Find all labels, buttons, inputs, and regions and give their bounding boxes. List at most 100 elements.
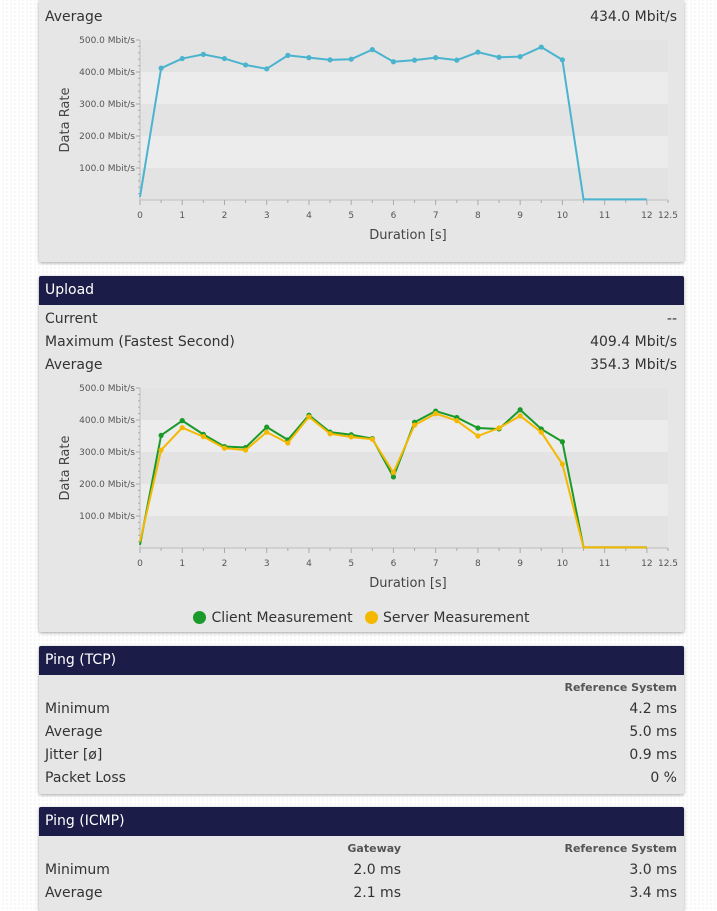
upload-data-point: [158, 447, 164, 453]
download-x-tick-label: 12: [641, 211, 652, 221]
download-x-tick-label: 11: [599, 211, 610, 221]
ping-tcp-row-label: Packet Loss: [45, 770, 126, 786]
upload-row-value: 354.3 Mbit/s: [590, 357, 677, 373]
upload-x-tick-label: 3: [264, 559, 270, 569]
ping-tcp-row-value: 5.0 ms: [629, 724, 677, 740]
upload-data-point: [348, 434, 354, 440]
download-data-point: [221, 55, 228, 62]
upload-x-tick-label: 12: [641, 559, 652, 569]
upload-x-tick-label: 10: [557, 559, 569, 569]
upload-legend: Client Measurement Server Measurement: [39, 610, 684, 626]
upload-data-point: [264, 429, 270, 435]
upload-y-tick-label: 300.0 Mbit/s: [79, 448, 135, 458]
upload-chart: 100.0 Mbit/s 200.0 Mbit/s 300.0 Mbit/s 400.…: [58, 384, 678, 591]
download-data-point: [517, 54, 523, 60]
upload-data-point: [158, 432, 164, 438]
upload-band: [140, 484, 668, 516]
upload-row-value: --: [666, 311, 677, 327]
download-x-tick-label: 10: [557, 211, 569, 221]
download-x-axis-title: Duration [s]: [369, 228, 447, 243]
upload-x-tick-label: 2: [222, 559, 228, 569]
ping-tcp-row-value: 4.2 ms: [629, 701, 677, 717]
legend-server-dot: [365, 611, 379, 624]
download-data-point: [411, 57, 418, 63]
download-y-axis-title: Data Rate: [58, 88, 73, 153]
upload-data-point: [411, 422, 418, 428]
upload-x-tick-label: 12.5: [658, 559, 678, 569]
legend-client-dot: [193, 611, 207, 624]
upload-data-point: [390, 474, 397, 480]
download-x-tick-label: 2: [222, 211, 228, 221]
upload-x-tick-label: 0: [137, 559, 143, 569]
download-data-point: [158, 65, 164, 71]
upload-data-point: [475, 425, 481, 431]
ping-icmp-row-label: Minimum: [45, 862, 110, 878]
ping-icmp-row-reference: 3.0 ms: [629, 862, 677, 878]
ping-tcp-col-reference: Reference System: [564, 681, 677, 694]
upload-data-point: [221, 445, 228, 451]
download-x-tick-label: 0: [137, 211, 143, 221]
upload-x-tick-label: 5: [348, 559, 354, 569]
ping-icmp-column-header: Gateway Reference System: [39, 836, 684, 859]
ping-icmp-col-reference: Reference System: [564, 842, 677, 855]
download-data-point: [306, 55, 312, 61]
upload-row-label: Maximum (Fastest Second): [45, 334, 235, 350]
ping-tcp-header: Ping (TCP): [39, 646, 684, 675]
upload-data-point: [390, 469, 397, 476]
download-data-point: [369, 47, 375, 53]
upload-x-tick-label: 4: [306, 559, 312, 569]
upload-row-value: 409.4 Mbit/s: [590, 334, 677, 350]
legend-client[interactable]: Client Measurement: [193, 610, 353, 626]
upload-data-point: [327, 431, 333, 437]
download-y-tick-label: 200.0 Mbit/s: [79, 132, 135, 142]
download-data-point: [559, 57, 566, 63]
upload-data-point: [496, 425, 502, 431]
download-data-point: [327, 57, 333, 63]
download-y-tick-label: 400.0 Mbit/s: [79, 68, 135, 78]
upload-data-point: [433, 411, 439, 417]
download-data-point: [454, 57, 460, 63]
download-x-tick-label: 6: [391, 211, 397, 221]
ping-icmp-row-reference: 3.4 ms: [629, 885, 677, 901]
download-data-point: [538, 44, 544, 50]
upload-row-label: Current: [45, 311, 98, 327]
upload-y-tick-label: 400.0 Mbit/s: [79, 416, 135, 426]
download-panel: Average 434.0 Mbit/s 100.0 Mbit/s 200.0 M…: [39, 0, 684, 262]
upload-band: [140, 388, 668, 420]
upload-x-tick-label: 1: [179, 559, 185, 569]
upload-data-point: [517, 407, 523, 413]
download-data-point: [243, 62, 249, 68]
ping-tcp-panel: Ping (TCP) Reference System Minimum 4.2 …: [39, 646, 684, 794]
download-x-tick-label: 7: [433, 211, 439, 221]
download-band: [140, 136, 668, 168]
upload-x-tick-label: 6: [391, 559, 397, 569]
download-average-row: Average 434.0 Mbit/s: [39, 6, 684, 29]
upload-y-axis-title: Data Rate: [58, 436, 73, 501]
upload-panel: Upload Current -- Maximum (Fastest Secon…: [39, 276, 684, 632]
download-band: [140, 40, 668, 72]
download-band: [140, 104, 668, 136]
download-chart: 100.0 Mbit/s 200.0 Mbit/s 300.0 Mbit/s 400.…: [58, 36, 678, 243]
upload-data-point: [538, 429, 544, 435]
ping-icmp-col-gateway: Gateway: [347, 842, 401, 855]
upload-row-label: Average: [45, 357, 103, 373]
upload-data-point: [517, 413, 523, 419]
download-y-tick-label: 300.0 Mbit/s: [79, 100, 135, 110]
download-data-point: [200, 51, 206, 57]
download-y-tick-label: 500.0 Mbit/s: [79, 36, 135, 46]
download-data-point: [348, 56, 354, 62]
upload-row-maximum: Maximum (Fastest Second) 409.4 Mbit/s: [39, 331, 684, 354]
upload-header: Upload: [39, 276, 684, 305]
download-data-point: [285, 52, 291, 58]
ping-tcp-row-jitter: Jitter [ø] 0.9 ms: [39, 744, 684, 767]
ping-icmp-header: Ping (ICMP): [39, 807, 684, 836]
download-x-tick-label: 12.5: [658, 211, 678, 221]
legend-server[interactable]: Server Measurement: [365, 610, 530, 626]
download-data-point: [475, 49, 481, 55]
upload-band: [140, 516, 668, 548]
ping-tcp-row-label: Jitter [ø]: [45, 747, 103, 763]
upload-data-point: [264, 424, 270, 430]
download-data-point: [179, 55, 185, 62]
upload-y-tick-label: 100.0 Mbit/s: [79, 512, 135, 522]
download-x-tick-label: 3: [264, 211, 270, 221]
